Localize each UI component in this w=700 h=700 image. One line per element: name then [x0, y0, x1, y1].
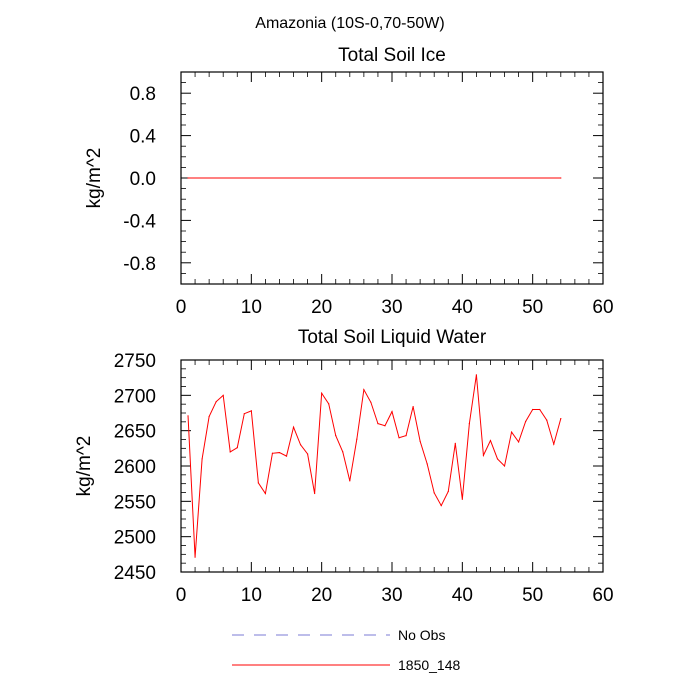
panel-total-soil-ice: Total Soil Ice 0 10 20 30 40 50 60 -0.8 -0.4 0.0 0.…	[84, 45, 614, 318]
x-tick-label: 10	[241, 297, 262, 318]
data-point	[222, 394, 224, 396]
x-tick-label: 20	[311, 297, 332, 318]
data-point	[489, 439, 492, 442]
data-point	[398, 437, 400, 439]
data-point	[433, 492, 435, 494]
y-tick-label: 2450	[114, 563, 156, 584]
plot-frame	[180, 359, 604, 573]
data-point	[384, 425, 386, 427]
data-point	[525, 420, 527, 423]
data-point	[229, 451, 231, 453]
y-tick-label: 2500	[114, 528, 156, 549]
y-tick-label: 2700	[114, 386, 156, 407]
data-point	[539, 408, 541, 411]
data-point	[426, 463, 428, 465]
series-line-1850-148	[187, 374, 562, 558]
data-point	[194, 556, 196, 558]
data-point	[391, 410, 393, 413]
data-point	[236, 447, 238, 449]
data-point	[271, 452, 274, 454]
data-point	[349, 480, 351, 482]
data-point	[405, 435, 407, 437]
legend-label-no-obs: No Obs	[398, 627, 445, 643]
data-point	[546, 419, 548, 421]
data-point	[307, 453, 309, 455]
data-point	[503, 465, 506, 467]
data-point	[496, 458, 499, 460]
data-point	[560, 418, 562, 420]
data-point	[370, 401, 372, 403]
data-point	[560, 177, 562, 179]
y-tick-label: 2600	[114, 457, 156, 478]
data-point	[215, 401, 217, 403]
data-point	[518, 441, 520, 443]
data-point	[532, 408, 534, 411]
data-point	[356, 438, 358, 440]
data-point	[187, 415, 189, 417]
y-tick-label: 2550	[114, 492, 156, 513]
data-point	[419, 440, 421, 442]
data-point	[321, 392, 323, 394]
data-point	[208, 415, 210, 418]
y-tick-label: -0.4	[123, 211, 156, 232]
data-point	[342, 451, 344, 453]
main-title: Amazonia (10S-0,70-50W)	[255, 15, 444, 32]
data-point	[335, 435, 337, 437]
x-tick-label: 40	[452, 297, 473, 318]
data-point	[201, 458, 203, 460]
data-point	[243, 413, 245, 415]
data-point	[187, 177, 189, 179]
data-point	[250, 410, 252, 412]
data-point	[553, 443, 555, 445]
data-point	[461, 498, 463, 500]
legend-label-1850-148: 1850_148	[398, 657, 461, 673]
x-tick-label: 60	[592, 297, 613, 318]
x-tick-label: 30	[381, 585, 402, 606]
data-point	[440, 504, 442, 507]
y-tick-label: 2750	[114, 351, 156, 372]
y-axis-label: kg/m^2	[74, 436, 95, 497]
data-point	[377, 423, 379, 425]
data-point	[412, 406, 414, 408]
x-tick-label: 50	[522, 585, 543, 606]
x-tick-label: 20	[311, 585, 332, 606]
data-point	[257, 482, 259, 484]
x-tick-label: 0	[176, 297, 187, 318]
data-point	[482, 454, 485, 456]
data-point	[285, 455, 288, 457]
y-tick-label: 0.0	[130, 169, 156, 190]
data-point	[299, 444, 302, 446]
data-point	[454, 442, 456, 444]
x-tick-label: 0	[176, 585, 187, 606]
legend: No Obs 1850_148	[232, 627, 461, 673]
x-tick-label: 50	[522, 297, 543, 318]
data-point	[447, 490, 449, 493]
data-point	[292, 426, 295, 428]
y-tick-label: 0.8	[130, 84, 156, 105]
x-tick-label: 10	[241, 585, 262, 606]
data-point	[475, 374, 477, 376]
data-point	[264, 492, 266, 495]
data-point	[468, 423, 470, 425]
data-point	[278, 451, 281, 454]
x-tick-label: 30	[381, 297, 402, 318]
y-axis-label: kg/m^2	[84, 148, 105, 209]
data-point	[314, 492, 316, 495]
y-tick-label: 0.4	[130, 127, 157, 148]
data-point	[328, 403, 330, 405]
data-point	[510, 431, 513, 433]
data-point	[363, 389, 365, 391]
x-tick-label: 40	[452, 585, 473, 606]
panel-title: Total Soil Ice	[338, 45, 446, 66]
y-tick-label: 2650	[114, 422, 156, 443]
y-tick-label: -0.8	[123, 254, 156, 275]
panel-title: Total Soil Liquid Water	[298, 327, 487, 348]
panel-total-soil-liquid-water: Total Soil Liquid Water 0 10 20 30 40 50 60 2450…	[74, 327, 614, 606]
x-tick-label: 60	[592, 585, 613, 606]
